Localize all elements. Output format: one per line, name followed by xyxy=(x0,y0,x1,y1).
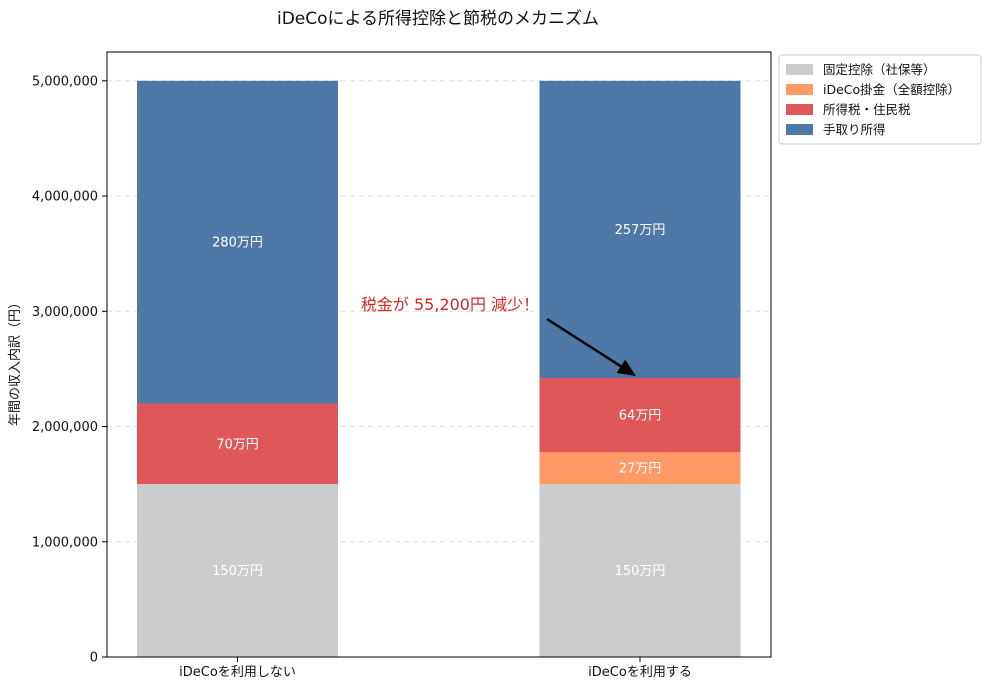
legend-swatch xyxy=(786,104,813,115)
bar-segment xyxy=(539,80,741,379)
y-tick-label: 0 xyxy=(90,651,98,666)
segment-value-label: 150万円 xyxy=(615,564,666,579)
plot-frame xyxy=(106,51,772,658)
segment-value-label: 150万円 xyxy=(212,564,263,579)
segment-value-label: 257万円 xyxy=(615,223,666,238)
y-tick-label: 1,000,000 xyxy=(32,535,98,550)
segment-value-label: 27万円 xyxy=(619,462,662,477)
legend-label: iDeCo掛金（全額控除） xyxy=(823,82,960,97)
x-axis-ticks: iDeCoを利用しない iDeCoを利用する xyxy=(179,657,692,680)
bar-segment xyxy=(539,484,741,657)
segment-value-label: 70万円 xyxy=(216,437,259,452)
segment-value-label: 280万円 xyxy=(212,236,263,251)
bar-segment xyxy=(539,452,741,485)
bar-segment xyxy=(137,80,338,404)
bar-segment xyxy=(137,403,338,485)
y-tick-label: 3,000,000 xyxy=(32,305,98,320)
y-tick-label: 2,000,000 xyxy=(32,420,98,435)
y-tick-label: 4,000,000 xyxy=(32,190,98,205)
y-axis-ticks: 0 1,000,000 2,000,000 3,000,000 4,000,000 5,0… xyxy=(32,74,107,666)
legend-frame xyxy=(778,54,982,145)
legend-swatch xyxy=(786,84,813,95)
x-tick-label: iDeCoを利用しない xyxy=(179,665,296,680)
legend-swatch xyxy=(786,124,813,135)
legend-swatch xyxy=(786,64,813,75)
segment-value-label: 64万円 xyxy=(619,409,662,424)
y-axis-label: 年間の収入内訳（円） xyxy=(7,296,23,426)
annotation-arrow xyxy=(546,317,622,368)
segment-labels: 150万円 150万円 27万円 70万円 64万円 280万円 257万円 xyxy=(212,223,665,579)
annotation: 税金が 55,200円 減少！ xyxy=(361,295,636,377)
legend-label: 固定控除（社保等） xyxy=(823,62,936,77)
y-tick-label: 5,000,000 xyxy=(32,74,98,89)
legend-label: 所得税・住民税 xyxy=(823,102,911,117)
legend-label: 手取り所得 xyxy=(823,122,886,137)
bar-segment xyxy=(137,484,338,657)
chart-title: iDeCoによる所得控除と節税のメカニズム xyxy=(277,9,599,29)
annotation-arrowhead xyxy=(616,359,636,377)
bars xyxy=(137,80,741,657)
annotation-text: 税金が 55,200円 減少！ xyxy=(361,295,539,314)
x-tick-label: iDeCoを利用する xyxy=(588,665,692,680)
bar-segment xyxy=(539,378,741,453)
